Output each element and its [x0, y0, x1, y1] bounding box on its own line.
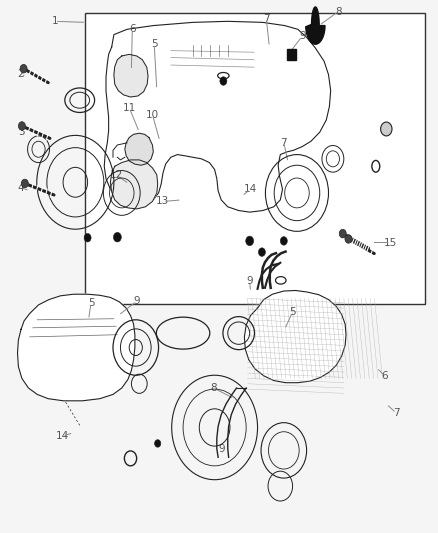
Circle shape	[345, 235, 352, 243]
Circle shape	[246, 236, 254, 246]
Text: 11: 11	[123, 103, 136, 112]
Polygon shape	[306, 7, 325, 44]
Polygon shape	[110, 160, 158, 209]
Circle shape	[339, 229, 346, 238]
Text: 13: 13	[156, 197, 170, 206]
Bar	[85, 13, 425, 304]
Polygon shape	[18, 294, 135, 401]
Polygon shape	[125, 133, 153, 165]
Text: 2: 2	[18, 69, 25, 78]
Text: 9: 9	[133, 296, 140, 306]
Text: 14: 14	[244, 184, 257, 194]
Text: 9: 9	[299, 31, 306, 41]
Text: 8: 8	[210, 383, 217, 393]
Circle shape	[220, 77, 227, 85]
Text: 4: 4	[18, 183, 25, 192]
Circle shape	[155, 440, 161, 447]
Text: 7: 7	[393, 408, 400, 418]
Polygon shape	[104, 21, 331, 212]
Circle shape	[381, 122, 392, 136]
Circle shape	[18, 122, 25, 130]
Text: 15: 15	[384, 238, 397, 247]
Text: 6: 6	[129, 25, 136, 34]
Circle shape	[84, 233, 91, 242]
Text: 8: 8	[335, 7, 342, 17]
Text: 9: 9	[246, 277, 253, 286]
Circle shape	[113, 232, 121, 242]
Bar	[287, 49, 296, 60]
Polygon shape	[244, 290, 346, 383]
Text: 7: 7	[263, 14, 270, 23]
Text: 5: 5	[289, 307, 296, 317]
Text: 5: 5	[151, 39, 158, 49]
Text: 1: 1	[51, 17, 58, 26]
Polygon shape	[114, 54, 148, 97]
Text: 12: 12	[110, 170, 123, 180]
Text: 10: 10	[146, 110, 159, 119]
Text: 6: 6	[381, 371, 388, 381]
Text: 7: 7	[280, 138, 287, 148]
Text: 9: 9	[218, 444, 225, 454]
Text: 3: 3	[18, 127, 25, 137]
Text: 14: 14	[56, 431, 69, 441]
Text: 5: 5	[88, 298, 95, 308]
Circle shape	[20, 64, 27, 73]
Circle shape	[21, 179, 28, 188]
Circle shape	[280, 237, 287, 245]
Circle shape	[258, 248, 265, 256]
